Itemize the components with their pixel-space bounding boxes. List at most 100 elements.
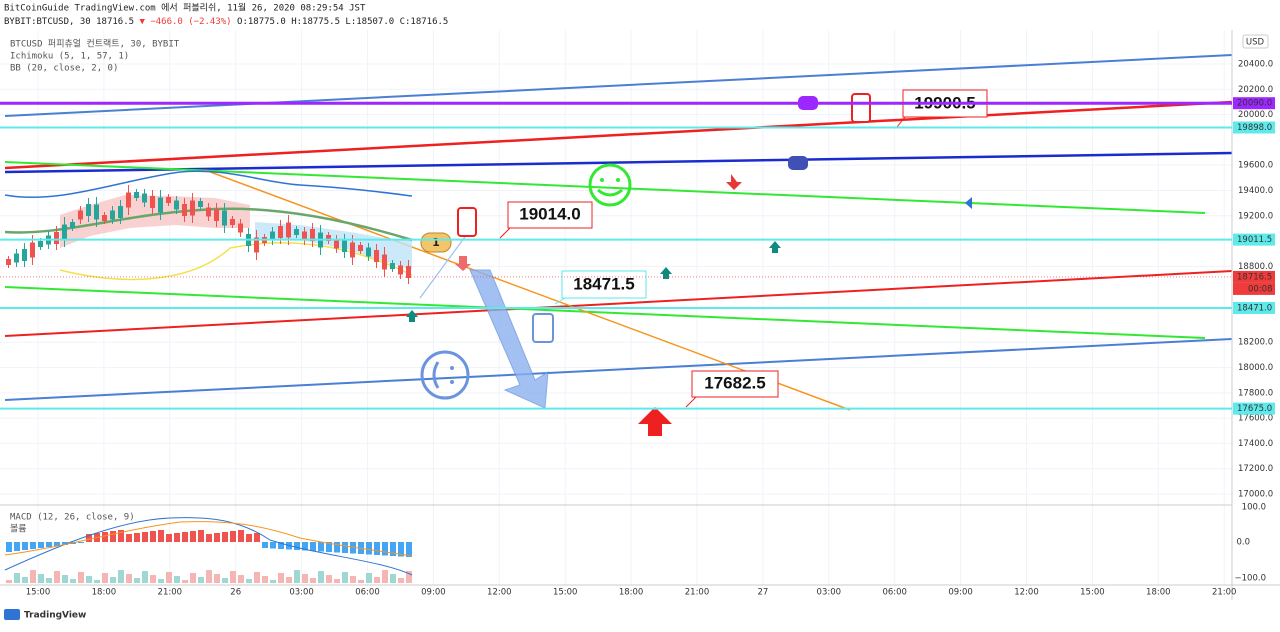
candle-body bbox=[286, 222, 291, 238]
price-label-box bbox=[1233, 121, 1275, 134]
header-symbol: BYBIT:BTCUSD, 30 18716.5 ▼ −466.0 (−2.43… bbox=[4, 17, 448, 27]
annotation-badge bbox=[420, 232, 452, 253]
annotation-box bbox=[507, 201, 593, 229]
macd-hist bbox=[150, 531, 156, 542]
candle-body bbox=[334, 239, 339, 249]
legend: BTCUSD 퍼피츄얼 컨트랙트, 30, BYBIT bbox=[10, 39, 180, 50]
candle-body bbox=[350, 242, 355, 258]
time-tick: 15:00 bbox=[26, 588, 51, 598]
volume-bar bbox=[254, 572, 260, 583]
volume-bar bbox=[30, 570, 36, 583]
macd-hist bbox=[166, 534, 172, 542]
price-tick: 17400.0 bbox=[1238, 439, 1273, 449]
macd-hist bbox=[206, 534, 212, 542]
price-label-box bbox=[1233, 301, 1275, 314]
candle-body bbox=[270, 231, 275, 241]
macd-hist bbox=[310, 542, 316, 551]
time-tick: 06:00 bbox=[882, 588, 907, 598]
volume-bar bbox=[382, 570, 388, 583]
candle-body bbox=[22, 249, 27, 261]
time-tick: 12:00 bbox=[1014, 588, 1039, 598]
volume-bar bbox=[206, 570, 212, 583]
time-tick: 15:00 bbox=[1080, 588, 1105, 598]
price-tick: 20000.0 bbox=[1238, 110, 1273, 120]
time-tick: 03:00 bbox=[289, 588, 314, 598]
legend: Ichimoku (5, 1, 57, 1) bbox=[10, 52, 129, 62]
macd-pane bbox=[6, 530, 412, 583]
volume-bar bbox=[238, 575, 244, 583]
volume-bar bbox=[166, 572, 172, 583]
candle-body bbox=[102, 215, 107, 221]
ohlc: O:18775.0 H:18775.5 L:18507.0 C:18716.5 bbox=[237, 17, 448, 27]
volume-bar bbox=[406, 571, 412, 583]
price-tick: 17200.0 bbox=[1238, 464, 1273, 474]
candle-body bbox=[278, 226, 283, 238]
price-label: 19011.5 bbox=[1237, 235, 1272, 245]
time-tick: 18:00 bbox=[1146, 588, 1171, 598]
macd-hist bbox=[62, 542, 68, 545]
macd-hist bbox=[390, 542, 396, 556]
volume-bar bbox=[214, 574, 220, 583]
macd-hist bbox=[46, 542, 52, 547]
candle-body bbox=[62, 224, 67, 240]
macd-hist bbox=[22, 542, 28, 550]
macd-hist bbox=[382, 542, 388, 556]
price-label-box bbox=[1233, 402, 1275, 415]
macd-hist bbox=[14, 542, 20, 551]
macd-hist bbox=[222, 532, 228, 542]
volume-bar bbox=[286, 577, 292, 583]
footer: TradingView bbox=[24, 611, 86, 621]
macd-line bbox=[4, 517, 413, 576]
price-tick: 18800.0 bbox=[1238, 262, 1273, 272]
macd-hist bbox=[38, 542, 44, 548]
macd-hist bbox=[326, 542, 332, 552]
candle-body bbox=[142, 193, 147, 203]
macd-hist bbox=[78, 542, 84, 543]
candles bbox=[6, 185, 411, 284]
annotation: 17682.5 bbox=[704, 373, 765, 392]
candle-body bbox=[190, 200, 195, 216]
macd-hist bbox=[238, 530, 244, 542]
volume-bar bbox=[142, 571, 148, 583]
macd-hist bbox=[214, 533, 220, 542]
candle-body bbox=[294, 229, 299, 235]
signal-line bbox=[4, 521, 413, 557]
macd-hist bbox=[6, 542, 12, 552]
time-axis: 15:00 18:00 21:00 26 03:00 06:00 09:00 12:00 15:… bbox=[26, 588, 1237, 598]
time-tick: 21:00 bbox=[1212, 588, 1237, 598]
price-label: 17675.0 bbox=[1237, 404, 1272, 414]
logo bbox=[4, 609, 20, 620]
macd-hist bbox=[190, 531, 196, 542]
volume-bar bbox=[22, 577, 28, 583]
countdown-box bbox=[1233, 282, 1275, 295]
macd-hist bbox=[158, 530, 164, 542]
volume-bar bbox=[398, 578, 404, 583]
candle-body bbox=[134, 192, 139, 198]
candle-body bbox=[158, 197, 163, 213]
candle-body bbox=[342, 240, 347, 252]
header-line: BitCoinGuide TradingView.com 에서 퍼블리쉬, 11… bbox=[4, 2, 366, 14]
candle-body bbox=[30, 242, 35, 258]
volume-bar bbox=[342, 572, 348, 583]
time-tick: 18:00 bbox=[619, 588, 644, 598]
macd-hist bbox=[230, 531, 236, 542]
volume-bar bbox=[326, 575, 332, 583]
candle-body bbox=[238, 223, 243, 233]
price-tick: 20200.0 bbox=[1238, 85, 1273, 95]
volume-bar bbox=[46, 578, 52, 583]
symbol: BYBIT:BTCUSD, 30 bbox=[4, 17, 91, 27]
price-tick: 19600.0 bbox=[1238, 161, 1273, 171]
price-tick: 17800.0 bbox=[1238, 388, 1273, 398]
macd-hist bbox=[102, 532, 108, 542]
price-tick: 19400.0 bbox=[1238, 186, 1273, 196]
macd-hist bbox=[278, 542, 284, 549]
volume-bar bbox=[294, 570, 300, 583]
volume-bar bbox=[6, 580, 12, 583]
macd-hist bbox=[318, 542, 324, 552]
price-tick: 20400.0 bbox=[1238, 60, 1273, 70]
price-label: 18471.0 bbox=[1237, 303, 1272, 313]
candle-body bbox=[54, 232, 59, 244]
candle-body bbox=[182, 204, 187, 216]
volume-bar bbox=[278, 573, 284, 583]
volume-bar bbox=[358, 580, 364, 583]
